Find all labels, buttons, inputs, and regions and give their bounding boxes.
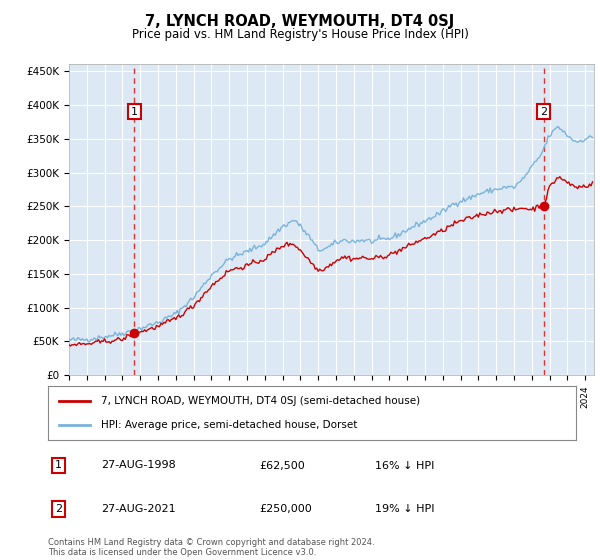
Text: 1: 1 (55, 460, 62, 470)
Text: HPI: Average price, semi-detached house, Dorset: HPI: Average price, semi-detached house,… (101, 420, 357, 430)
Text: 7, LYNCH ROAD, WEYMOUTH, DT4 0SJ: 7, LYNCH ROAD, WEYMOUTH, DT4 0SJ (145, 14, 455, 29)
Text: 2: 2 (540, 107, 547, 116)
Text: 1: 1 (131, 107, 138, 116)
Text: 19% ↓ HPI: 19% ↓ HPI (376, 504, 435, 514)
Text: Contains HM Land Registry data © Crown copyright and database right 2024.
This d: Contains HM Land Registry data © Crown c… (48, 538, 374, 557)
Text: 16% ↓ HPI: 16% ↓ HPI (376, 460, 435, 470)
Text: 27-AUG-2021: 27-AUG-2021 (101, 504, 175, 514)
Text: 7, LYNCH ROAD, WEYMOUTH, DT4 0SJ (semi-detached house): 7, LYNCH ROAD, WEYMOUTH, DT4 0SJ (semi-d… (101, 396, 420, 406)
Text: 2: 2 (55, 504, 62, 514)
Text: £250,000: £250,000 (259, 504, 312, 514)
Text: Price paid vs. HM Land Registry's House Price Index (HPI): Price paid vs. HM Land Registry's House … (131, 28, 469, 41)
Text: 27-AUG-1998: 27-AUG-1998 (101, 460, 176, 470)
Text: £62,500: £62,500 (259, 460, 305, 470)
